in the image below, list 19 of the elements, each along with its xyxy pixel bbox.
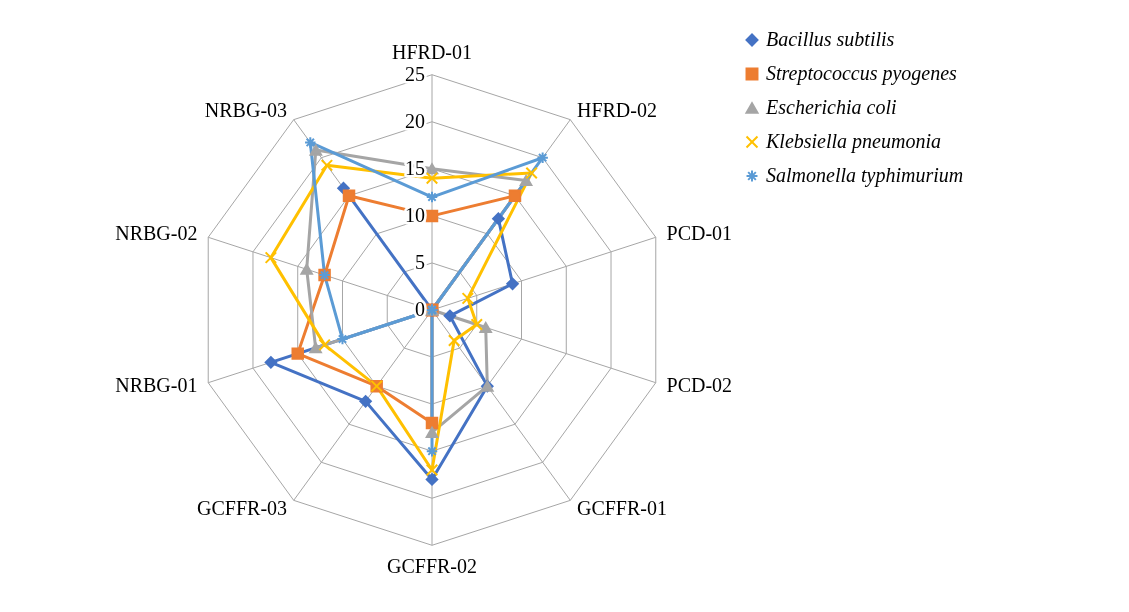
spoke-label: PCD-01 <box>666 221 733 244</box>
legend-label: Bacillus subtilis <box>766 28 895 50</box>
spoke-label: HFRD-01 <box>391 41 473 64</box>
y-tick-label: 5 <box>415 250 425 273</box>
legend-label: Klebsiella pneumonia <box>765 130 941 153</box>
y-tick-label: 25 <box>405 62 425 85</box>
y-tick-label: 20 <box>405 109 425 132</box>
spoke-label: NRBG-03 <box>204 98 288 121</box>
legend-label: Streptococcus pyogenes <box>766 62 958 85</box>
spoke-label: NRBG-01 <box>115 374 198 397</box>
spoke-label: GCFFR-03 <box>197 497 288 520</box>
legend-label: Escherichia coli <box>765 96 897 118</box>
y-tick-label: 15 <box>405 156 425 179</box>
spoke-label: GCFFR-02 <box>386 554 478 577</box>
spoke-label: GCFFR-01 <box>576 497 667 520</box>
spoke-label: PCD-02 <box>666 374 733 397</box>
legend-label: Salmonella typhimurium <box>766 164 964 187</box>
spoke-label: HFRD-02 <box>576 98 657 121</box>
spoke-label: NRBG-02 <box>115 221 198 244</box>
